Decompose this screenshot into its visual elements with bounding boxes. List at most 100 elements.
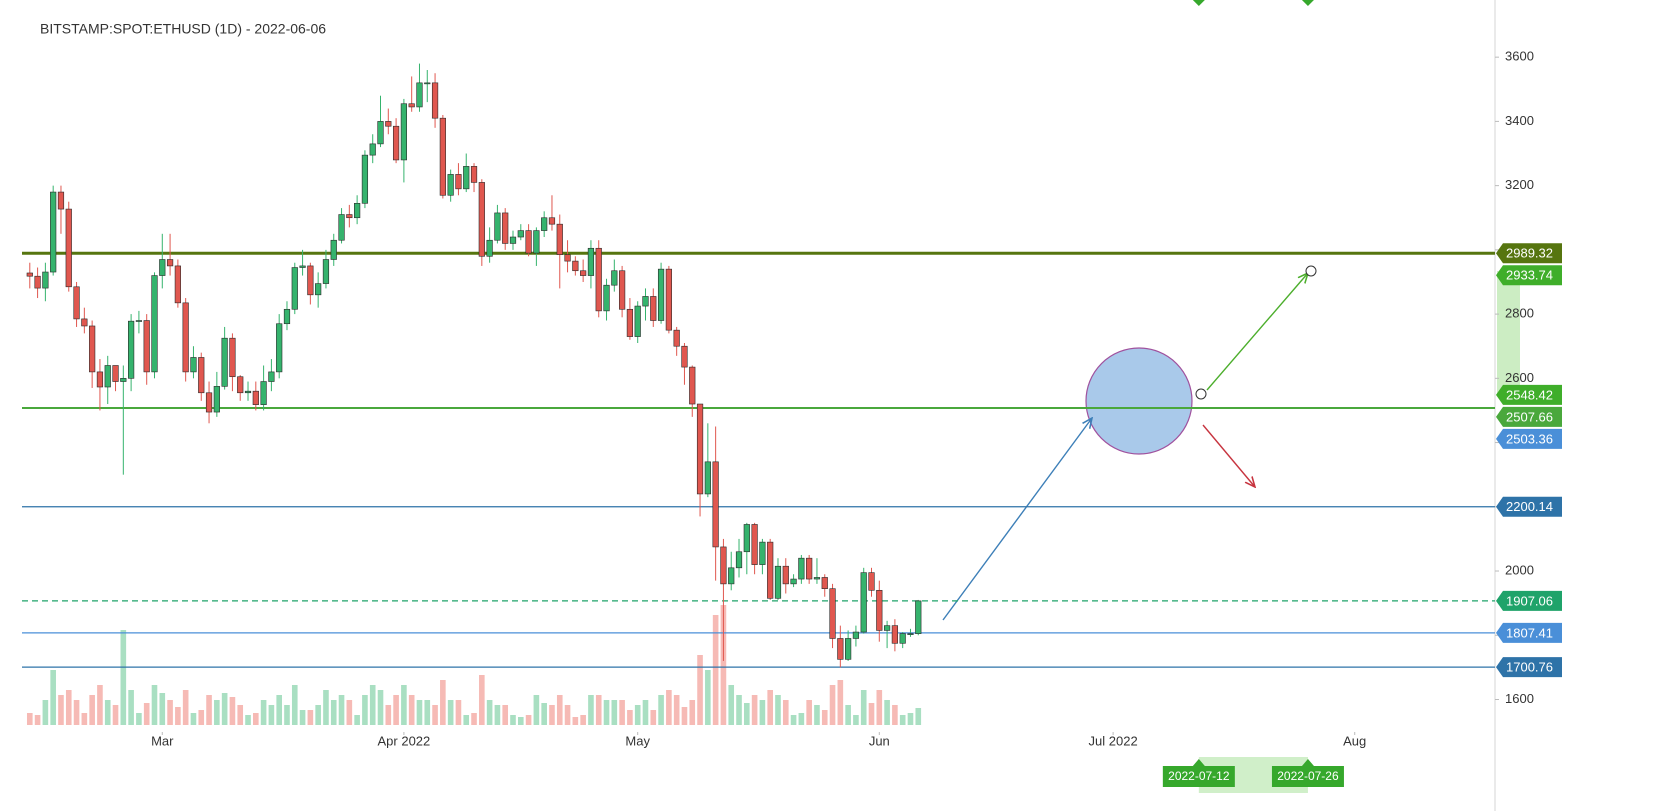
volume-bar (899, 715, 906, 725)
candle-body (283, 308, 291, 325)
volume-bar (798, 713, 805, 725)
candle-body (650, 296, 657, 321)
candle-body (42, 271, 49, 289)
candle-body (213, 386, 220, 413)
candle-body (408, 103, 415, 108)
candle-body (720, 546, 727, 585)
volume-bar (697, 655, 703, 725)
candle-body (829, 588, 836, 639)
volume-bar (884, 700, 890, 725)
volume-bar (580, 715, 586, 725)
top-date-marker (1192, 0, 1205, 6)
candle-body (580, 270, 587, 276)
y-tick-label: 2800 (1505, 306, 1534, 321)
price-tag (1496, 590, 1562, 611)
candle-body (806, 557, 813, 580)
candle-body (572, 260, 579, 272)
date-marker-pointer (1192, 759, 1205, 766)
volume-bar (136, 713, 142, 725)
candle-body (128, 320, 135, 379)
volume-bar (853, 715, 859, 725)
candle-body (478, 182, 485, 257)
price-tag-label: 1700.76 (1506, 660, 1553, 675)
y-tick-label: 3400 (1505, 113, 1534, 128)
x-tick-label: May (625, 733, 650, 748)
candle-body (276, 323, 283, 373)
x-tick-label: Apr 2022 (378, 733, 431, 748)
candle-body (416, 82, 423, 108)
volume-bar (330, 700, 337, 725)
volume-bar (416, 700, 423, 725)
candle-body (174, 265, 181, 304)
candle-body (642, 296, 649, 307)
target-circle (1085, 347, 1193, 455)
volume-bar (720, 605, 727, 725)
volume-bar (525, 715, 532, 725)
candle-body (244, 390, 252, 394)
volume-bar (323, 690, 329, 725)
volume-bar (759, 700, 766, 725)
candle-body (385, 121, 392, 127)
candle-body (564, 254, 571, 262)
candle-body (743, 524, 750, 553)
x-tick-label: Mar (151, 733, 174, 748)
volume-bar (214, 700, 220, 725)
candle-body (587, 247, 595, 276)
volume-bar (120, 630, 127, 725)
candle-body (899, 633, 906, 644)
volume-bar (260, 700, 267, 725)
candle-body (494, 212, 501, 241)
red-arrow (1202, 424, 1255, 487)
candle-body (712, 461, 719, 548)
candle-body (525, 230, 532, 254)
candle-body (291, 267, 298, 310)
candle-body (891, 625, 898, 644)
candle-body (104, 365, 111, 388)
volume-bar (221, 693, 228, 725)
candle-body (205, 392, 213, 413)
volume-bar (689, 700, 696, 725)
candle-body (135, 320, 143, 322)
volume-bar (806, 700, 812, 725)
volume-bar (782, 700, 789, 725)
volume-bar (845, 705, 851, 725)
price-tag-label: 2507.66 (1506, 409, 1553, 424)
candle-body (673, 329, 680, 347)
volume-bar (190, 713, 197, 725)
price-tag-label: 1907.06 (1506, 593, 1553, 608)
volume-bar (143, 703, 150, 725)
candle-body (260, 381, 267, 405)
volume-bar (572, 717, 579, 725)
candle-body (502, 212, 509, 244)
volume-bar (564, 705, 571, 725)
volume-bar (642, 700, 649, 725)
volume-bar (104, 700, 111, 725)
volume-bar (751, 695, 758, 725)
volume-bar (494, 705, 501, 725)
volume-bar (112, 705, 119, 725)
volume-bar (346, 700, 353, 725)
y-tick-label: 3200 (1505, 177, 1534, 192)
candle-body (665, 268, 672, 331)
volume-bar (362, 695, 368, 725)
candle-body (392, 125, 400, 161)
candle-body (509, 236, 517, 244)
volume-bar (245, 715, 251, 725)
candle-body (860, 572, 867, 633)
volume-bar (463, 715, 470, 725)
candle-body (354, 202, 361, 219)
y-tick-label: 3600 (1505, 49, 1534, 64)
volume-bar (253, 713, 259, 725)
candle-body (268, 371, 275, 382)
volume-bar (915, 708, 922, 725)
volume-bar (385, 705, 392, 725)
top-date-marker (1301, 0, 1314, 6)
candle-body (782, 565, 789, 585)
volume-bar (533, 695, 540, 725)
volume-bar (681, 707, 688, 725)
candle-body (307, 265, 314, 296)
chart-title: BITSTAMP:SPOT:ETHUSD (1D) - 2022-06-06 (40, 21, 326, 37)
price-tag-label: 2933.74 (1506, 268, 1553, 283)
volume-bar (276, 695, 282, 725)
volume-bar (206, 695, 212, 725)
